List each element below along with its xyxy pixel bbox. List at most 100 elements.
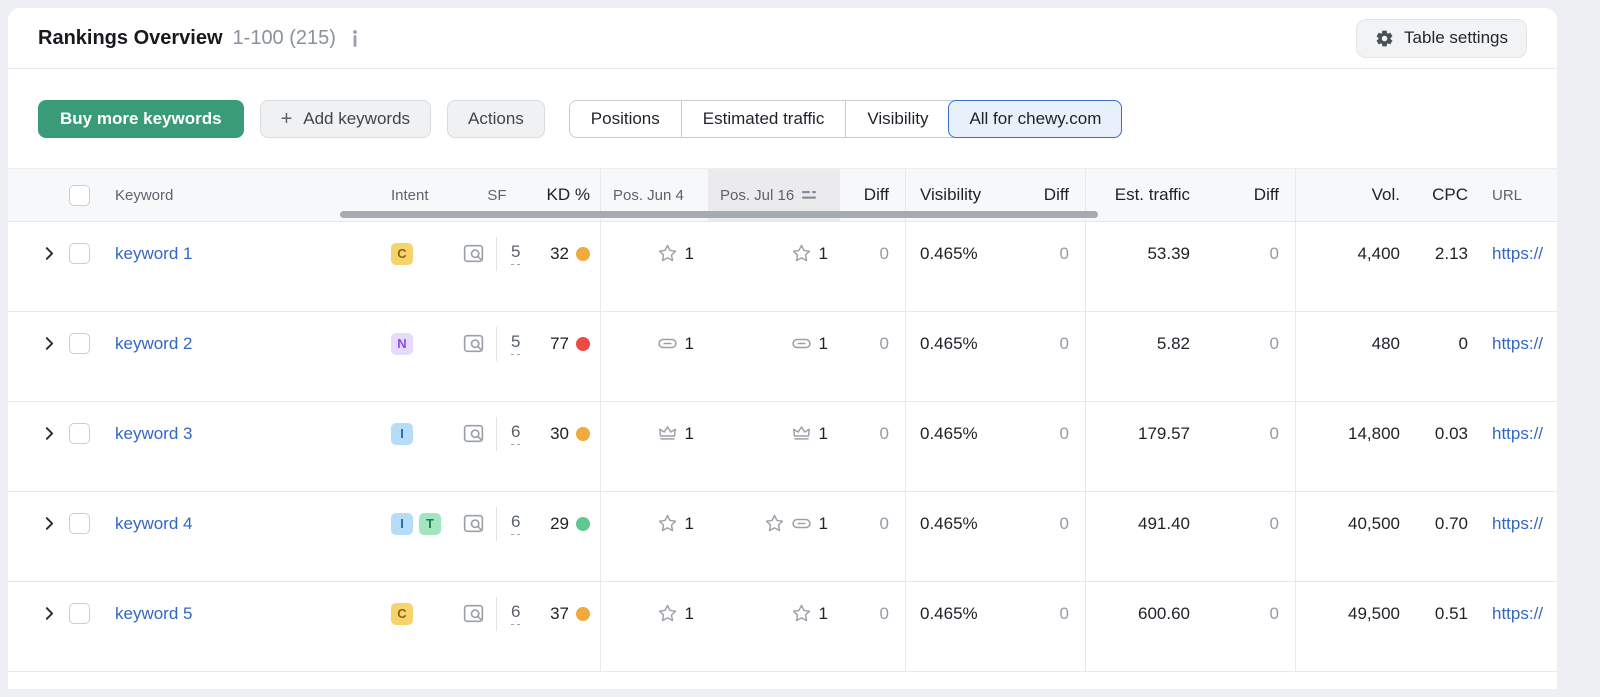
col-kd[interactable]: KD % [546,185,590,204]
row-checkbox[interactable] [68,423,90,444]
url-cell: https:// [1484,402,1557,491]
position-value: 1 [818,513,828,533]
kd-value: 77 [550,333,569,353]
table-row: keyword 2 N 5 77 1 1 0 0.465% 0 5.82 [8,312,1557,402]
kd-difficulty-dot [576,516,590,531]
serp-features-cell: 6 [453,582,541,671]
position-icons [656,602,679,625]
sf-count-link[interactable]: 6 [511,422,521,445]
row-expander[interactable] [8,312,58,401]
cpc-cell: 0 [1458,333,1468,353]
kd-difficulty-dot [576,606,590,621]
add-keywords-button[interactable]: + Add keywords [259,100,432,138]
star-icon [656,602,679,625]
link-icon [656,332,679,355]
row-expander[interactable] [8,582,58,671]
visibility-cell: 0.465% [905,312,1010,401]
table-settings-label: Table settings [1404,28,1508,47]
tab-positions[interactable]: Positions [570,101,681,137]
crown-icon [790,422,813,445]
col-diff-traffic[interactable]: Diff [1253,185,1279,204]
pos-diff-cell: 0 [879,243,889,263]
table-settings-button[interactable]: Table settings [1356,18,1527,58]
position-icons [656,422,679,445]
cpc-cell: 0.51 [1434,603,1468,623]
col-cpc[interactable]: CPC [1432,185,1468,204]
est-traffic-cell: 5.82 [1085,312,1206,401]
sf-count-link[interactable]: 6 [511,602,521,625]
url-cell: https:// [1484,312,1557,401]
tab-estimated-traffic[interactable]: Estimated traffic [680,101,846,137]
col-est-traffic[interactable]: Est. traffic [1085,169,1206,221]
keyword-cell: keyword 5 [100,582,363,671]
kd-value: 30 [550,423,569,443]
position-icons [656,242,679,265]
keyword-link[interactable]: keyword 3 [115,423,193,443]
position-value: 1 [684,243,694,263]
keyword-link[interactable]: keyword 1 [115,243,193,263]
page-title: Rankings Overview [38,26,223,49]
cpc-cell: 0.70 [1434,513,1468,533]
position-value: 1 [684,423,694,443]
info-icon[interactable] [348,29,362,47]
kd-cell: 37 [541,582,600,671]
row-expander[interactable] [8,492,58,581]
serp-features-icon[interactable] [461,241,486,266]
keyword-link[interactable]: keyword 4 [115,513,193,533]
cpc-cell: 0.03 [1434,423,1468,443]
col-volume[interactable]: Vol. [1295,169,1416,221]
col-pos-jun4[interactable]: Pos. Jun 4 [600,169,708,221]
table-row: keyword 3 I 6 30 1 1 0 0.465% 0 179.57 [8,402,1557,492]
pos-jul16-cell: 1 [708,312,840,401]
url-link[interactable]: https:// [1492,243,1544,263]
buy-more-keywords-button[interactable]: Buy more keywords [38,100,244,138]
actions-button[interactable]: Actions [447,100,545,138]
horizontal-scrollbar[interactable] [340,211,1098,218]
url-cell: https:// [1484,492,1557,581]
serp-features-icon[interactable] [461,421,486,446]
col-diff-pos[interactable]: Diff [863,185,889,204]
col-visibility[interactable]: Visibility [905,169,1010,221]
row-checkbox-cell [58,492,100,581]
serp-features-icon[interactable] [461,511,486,536]
tab-all-for-domain[interactable]: All for chewy.com [948,100,1123,138]
serp-features-icon[interactable] [461,331,486,356]
star-icon [656,242,679,265]
tab-visibility[interactable]: Visibility [845,101,949,137]
sf-count-link[interactable]: 5 [511,332,521,355]
row-checkbox[interactable] [68,333,90,354]
col-keyword[interactable]: Keyword [115,186,174,204]
url-link[interactable]: https:// [1492,603,1544,623]
title-group: Rankings Overview 1-100 (215) [38,27,362,50]
keyword-link[interactable]: keyword 2 [115,333,193,353]
select-all-checkbox[interactable] [68,184,90,206]
row-expander[interactable] [8,222,58,311]
volume-cell: 14,800 [1295,402,1416,491]
est-traffic-diff-cell: 0 [1269,423,1279,443]
pos-jun4-cell: 1 [600,312,708,401]
row-checkbox[interactable] [68,243,90,264]
row-expander[interactable] [8,402,58,491]
kd-value: 37 [550,603,569,623]
serp-features-icon[interactable] [461,601,486,626]
row-checkbox[interactable] [68,603,90,624]
url-link[interactable]: https:// [1492,423,1544,443]
keyword-link[interactable]: keyword 5 [115,603,193,623]
url-cell: https:// [1484,582,1557,671]
sf-count-link[interactable]: 5 [511,242,521,265]
serp-features-cell: 6 [453,402,541,491]
url-link[interactable]: https:// [1492,513,1544,533]
url-link[interactable]: https:// [1492,333,1544,353]
col-sf[interactable]: SF [487,186,507,204]
col-url[interactable]: URL [1492,186,1523,204]
divider [496,236,497,271]
row-checkbox-cell [58,582,100,671]
volume-cell: 49,500 [1295,582,1416,671]
sf-count-link[interactable]: 6 [511,512,521,535]
visibility-diff-cell: 0 [1059,603,1069,623]
card-header: Rankings Overview 1-100 (215) Table sett… [8,8,1557,69]
col-diff-visibility[interactable]: Diff [1043,185,1069,204]
col-intent[interactable]: Intent [391,186,429,204]
row-checkbox[interactable] [68,513,90,534]
position-value: 1 [684,603,694,623]
